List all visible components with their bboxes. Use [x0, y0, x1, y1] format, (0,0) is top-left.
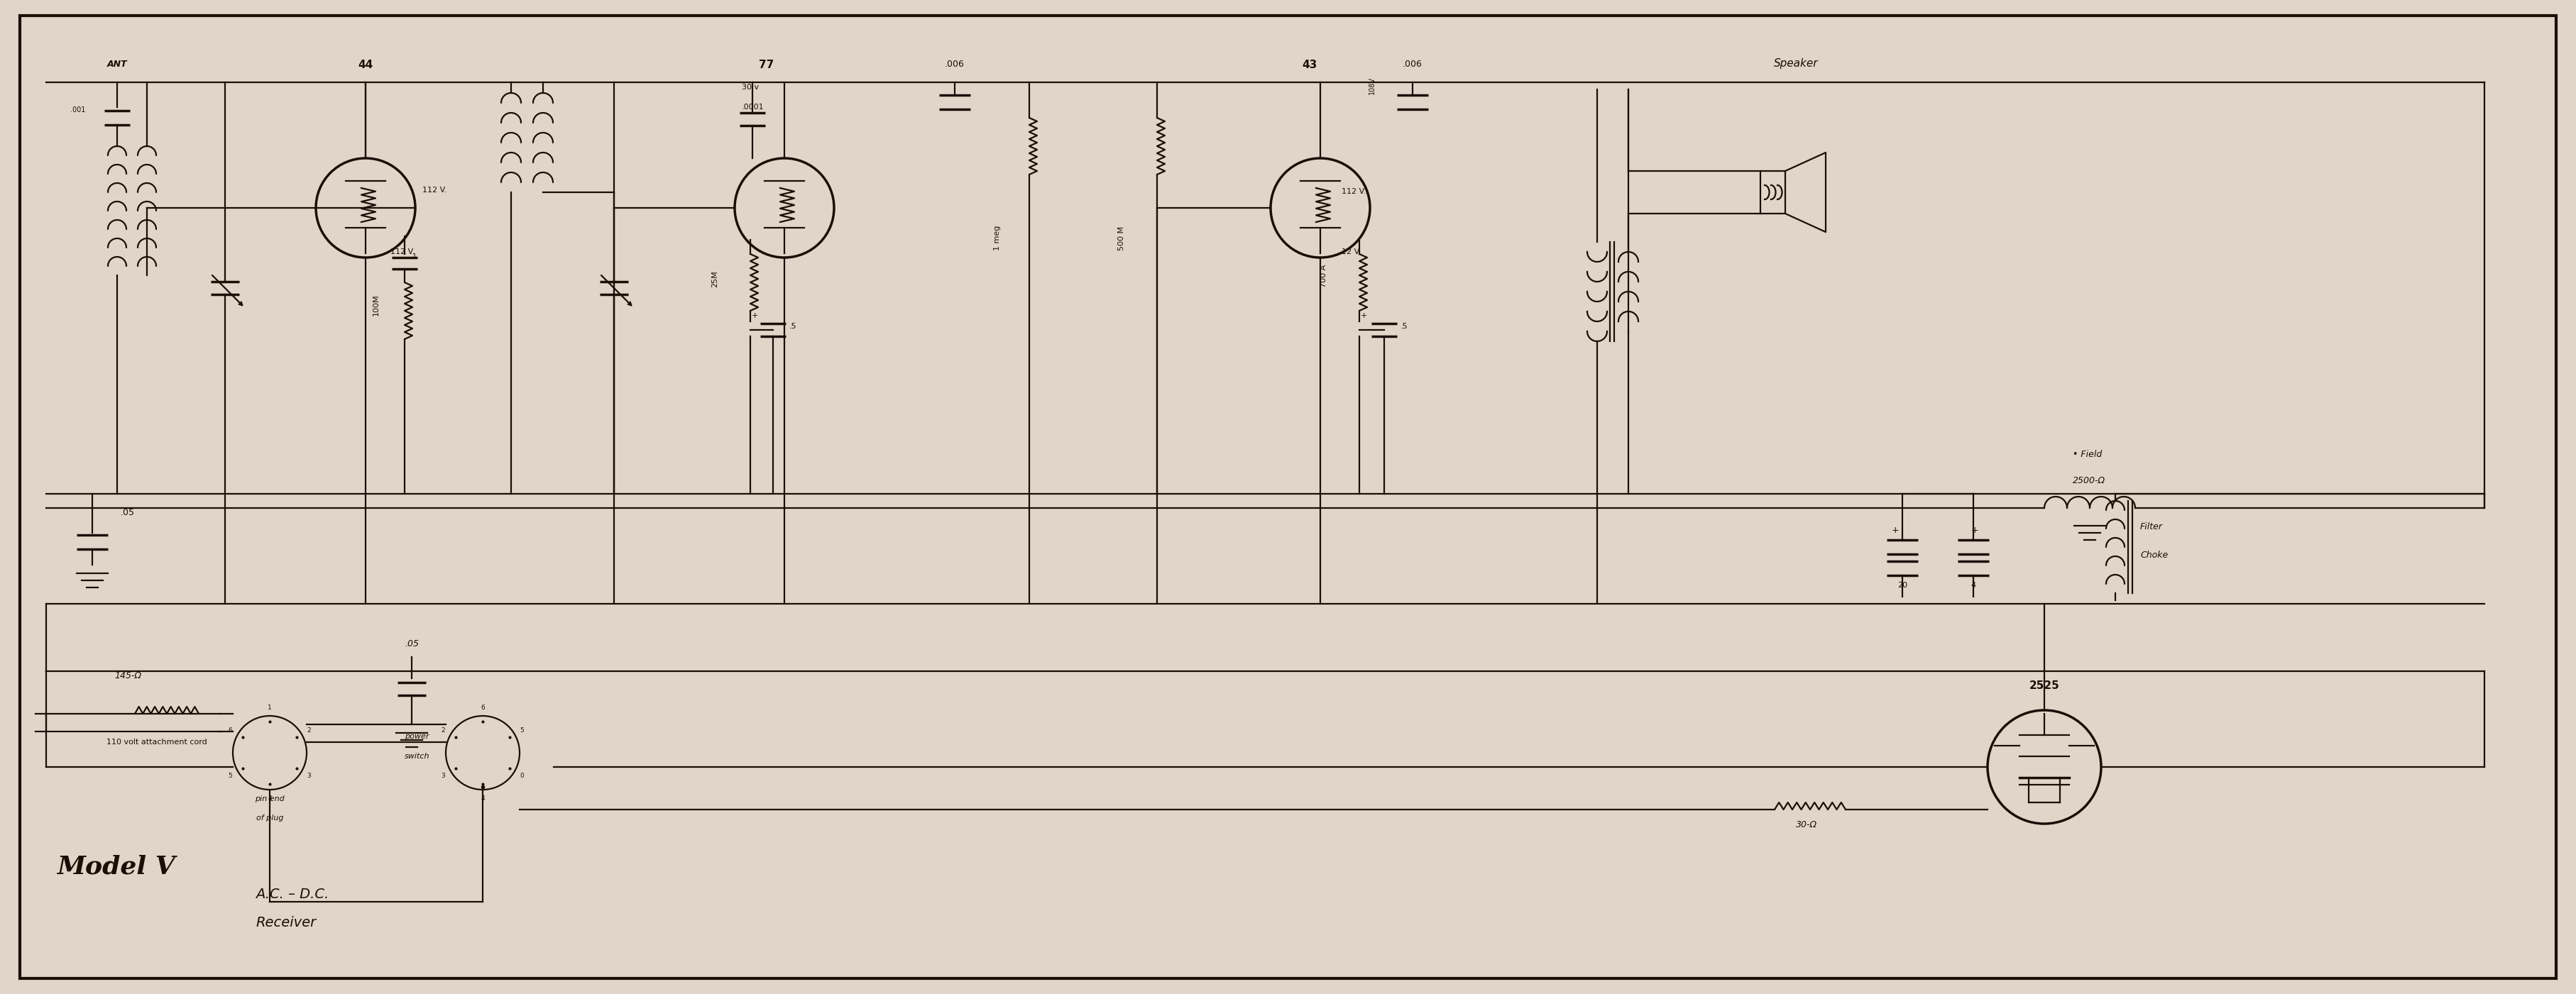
Text: 110 volt attachment cord: 110 volt attachment cord	[106, 739, 206, 746]
Text: 5: 5	[229, 772, 232, 778]
Text: Model V: Model V	[57, 854, 175, 879]
Text: Choke: Choke	[2141, 551, 2169, 560]
Text: 2: 2	[307, 727, 312, 734]
Text: 100M: 100M	[374, 294, 379, 316]
Text: Speaker: Speaker	[1775, 59, 1819, 69]
Text: 500 M: 500 M	[1118, 227, 1126, 250]
Text: 4: 4	[1971, 581, 1976, 588]
Text: +: +	[1971, 526, 1978, 535]
Text: 2500-Ω: 2500-Ω	[2074, 476, 2105, 485]
Text: 30 v: 30 v	[742, 83, 760, 90]
Text: 6: 6	[229, 727, 232, 734]
Text: 0: 0	[520, 772, 523, 778]
Text: 3: 3	[307, 772, 312, 778]
Text: 112 V.: 112 V.	[422, 187, 446, 194]
Text: 12 V.: 12 V.	[1342, 248, 1360, 255]
Text: switch: switch	[404, 752, 430, 759]
Text: power: power	[404, 733, 430, 740]
Text: Filter: Filter	[2141, 522, 2164, 532]
Text: 5: 5	[520, 727, 523, 734]
Text: 43: 43	[1301, 60, 1316, 71]
Text: 3: 3	[440, 772, 446, 778]
Text: 112 V.: 112 V.	[392, 248, 415, 255]
Text: .0001: .0001	[742, 103, 765, 110]
Text: pin end: pin end	[255, 795, 283, 802]
Text: 1 meg: 1 meg	[994, 226, 1002, 250]
Text: +: +	[752, 312, 757, 319]
Text: 77: 77	[760, 60, 775, 71]
Text: 20: 20	[1899, 581, 1906, 588]
Text: 108V: 108V	[1368, 77, 1376, 94]
Text: 1: 1	[268, 704, 273, 711]
Text: +: +	[1360, 312, 1368, 319]
Text: ANT: ANT	[108, 60, 126, 69]
Text: 145-Ω: 145-Ω	[113, 671, 142, 681]
Text: +: +	[1891, 526, 1899, 535]
Text: .006: .006	[1404, 60, 1422, 69]
Text: 4: 4	[268, 795, 270, 801]
Text: 112 V.: 112 V.	[1342, 188, 1365, 195]
Text: -: -	[1963, 558, 1965, 567]
Text: .5: .5	[788, 323, 796, 330]
Text: .006: .006	[945, 60, 963, 69]
Text: 25M: 25M	[711, 270, 719, 287]
Text: .05: .05	[404, 639, 420, 648]
Text: 2525: 2525	[2030, 681, 2058, 691]
Text: 6: 6	[482, 704, 484, 711]
Text: .1: .1	[410, 253, 417, 260]
Text: of plug: of plug	[255, 814, 283, 822]
Text: 700 A: 700 A	[1321, 264, 1327, 287]
Text: • Field: • Field	[2074, 450, 2102, 459]
Text: 30-Ω: 30-Ω	[1795, 820, 1816, 829]
Text: 44: 44	[358, 60, 374, 71]
Text: -: -	[1891, 558, 1896, 567]
Text: .001: .001	[70, 106, 85, 113]
Text: .05: .05	[121, 508, 134, 517]
Text: 2: 2	[440, 727, 446, 734]
Text: A.C. – D.C.: A.C. – D.C.	[255, 888, 330, 902]
Text: Receiver: Receiver	[255, 916, 317, 929]
Text: 4: 4	[482, 795, 484, 801]
Text: .5: .5	[1401, 323, 1409, 330]
